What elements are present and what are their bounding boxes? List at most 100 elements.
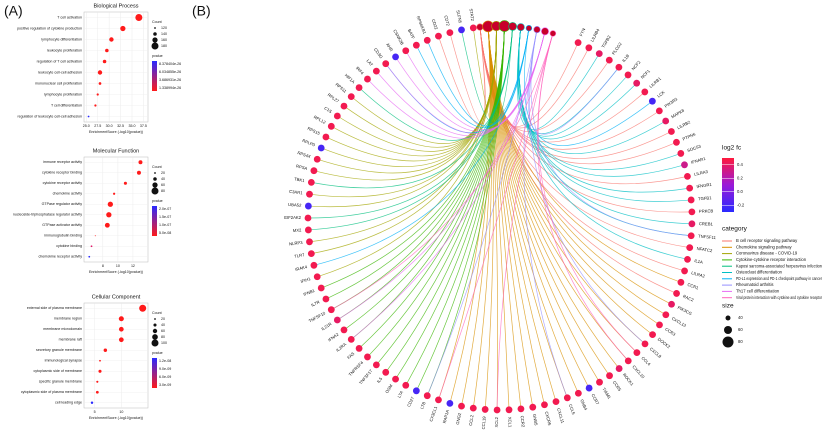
y-tick-label: membrane microdomain	[43, 327, 82, 331]
legend-label: 2.0e-07	[159, 207, 171, 211]
gene-label: TBK1	[294, 176, 306, 183]
gene-label: CD72	[443, 15, 451, 27]
gene-node	[673, 138, 680, 146]
gene-label: IFNAR1	[690, 156, 706, 165]
legend-label: Viral protein interaction with cytokine …	[736, 295, 822, 300]
gene-label: C1S	[323, 106, 333, 115]
y-tick-label: cytoplasmic side of plasma membrane	[21, 390, 82, 394]
gene-node	[372, 67, 380, 75]
gene-label: NCF2	[631, 59, 642, 71]
gene-label: AHR	[385, 42, 394, 52]
x-tick-label: 27.5	[94, 124, 101, 128]
gene-label: GNB4	[579, 398, 588, 411]
dot	[96, 380, 99, 383]
gene-node	[313, 273, 321, 281]
gene-node	[307, 178, 315, 186]
gene-node	[668, 128, 675, 135]
gene-node	[677, 278, 685, 286]
gene-label: CXCL11	[556, 408, 566, 425]
gene-node	[552, 398, 560, 406]
legend-label: 180	[161, 44, 167, 48]
link	[385, 26, 505, 373]
dot	[118, 316, 124, 322]
legend-dot	[152, 37, 158, 43]
gene-label: IL7R	[310, 299, 320, 307]
panel-label: (A)	[4, 3, 23, 19]
link	[438, 26, 491, 400]
gene-node	[313, 155, 321, 163]
gene-node	[668, 300, 675, 308]
gene-node	[327, 122, 335, 130]
gene-label: CX3CL1	[428, 405, 438, 422]
legend-dot	[154, 318, 156, 320]
x-tick-label: 8	[102, 264, 104, 268]
dot	[97, 70, 103, 75]
gene-node	[446, 399, 454, 407]
y-tick-label: chemokine receptor activity	[38, 255, 82, 259]
gene-node	[686, 184, 694, 192]
y-tick-label: secretory granule membrane	[36, 348, 82, 352]
gene-label: CD22	[431, 18, 439, 30]
gene-node	[595, 50, 603, 58]
gene-node	[322, 133, 330, 141]
gene-label: NFATC2	[696, 246, 713, 253]
gene-label: RAP1A	[442, 409, 450, 424]
link	[426, 28, 530, 127]
y-tick-label: GTPase regulator activity	[42, 202, 83, 206]
gene-node	[304, 202, 312, 210]
gene-node	[649, 331, 656, 338]
legend-label: 3.0e-09	[159, 383, 171, 387]
legend-dot	[151, 187, 159, 195]
gene-label: IL5	[376, 376, 384, 384]
y-tick-label: nucleoside-triphosphatase regulator acti…	[13, 213, 82, 217]
legend-label: 60	[161, 329, 165, 333]
gene-label: XCL1	[507, 417, 513, 428]
legend-title: category	[722, 226, 748, 233]
legend-label: B cell receptor signaling pathway	[736, 238, 798, 243]
gene-label: TLR7	[294, 252, 306, 259]
y-tick-label: lymphocyte differentiation	[41, 37, 82, 41]
dot	[107, 201, 113, 207]
dot	[139, 304, 147, 312]
gene-label: IL1B	[621, 53, 630, 63]
y-tick-label: cytokine receptor binding	[42, 171, 82, 175]
gene-label: EIF2AK2	[284, 215, 301, 220]
gene-label: LILRB2	[676, 119, 691, 130]
legend-dot	[153, 32, 157, 36]
link	[487, 26, 590, 389]
gene-label: RAC2	[682, 294, 695, 303]
links	[307, 26, 692, 410]
dot	[90, 401, 94, 404]
legend-title: pvalue	[152, 351, 163, 355]
y-tick-label: immune receptor activity	[43, 160, 82, 164]
gene-node	[446, 29, 454, 37]
gene-node	[648, 97, 656, 105]
dot	[90, 245, 93, 248]
gene-label: LTB	[419, 401, 426, 410]
gene-node	[458, 26, 465, 34]
gene-node	[347, 335, 355, 343]
gene-node	[317, 144, 325, 152]
gene-label: IFNA2	[327, 331, 340, 342]
dot	[120, 25, 126, 32]
link	[331, 33, 554, 310]
x-tick-label: 30.0	[106, 124, 113, 128]
plot-area	[83, 11, 149, 123]
gene-node	[322, 295, 330, 303]
gene-node	[327, 306, 335, 314]
gene-node	[624, 71, 632, 79]
legend-title: Count	[152, 20, 162, 24]
gene-node	[681, 161, 688, 169]
gene-label: ROCK1	[622, 372, 635, 387]
gene-node	[423, 36, 431, 44]
link	[496, 33, 554, 410]
legend-dot	[153, 323, 157, 327]
gene-node	[304, 226, 312, 234]
gene-label: RPS4X	[297, 150, 312, 159]
gene-node	[333, 112, 341, 120]
gene-label: LAT	[365, 58, 374, 67]
gene-label: CCR3	[664, 326, 677, 337]
dot	[135, 14, 143, 21]
legend-dot	[724, 326, 732, 334]
legend-title: size	[722, 303, 734, 310]
